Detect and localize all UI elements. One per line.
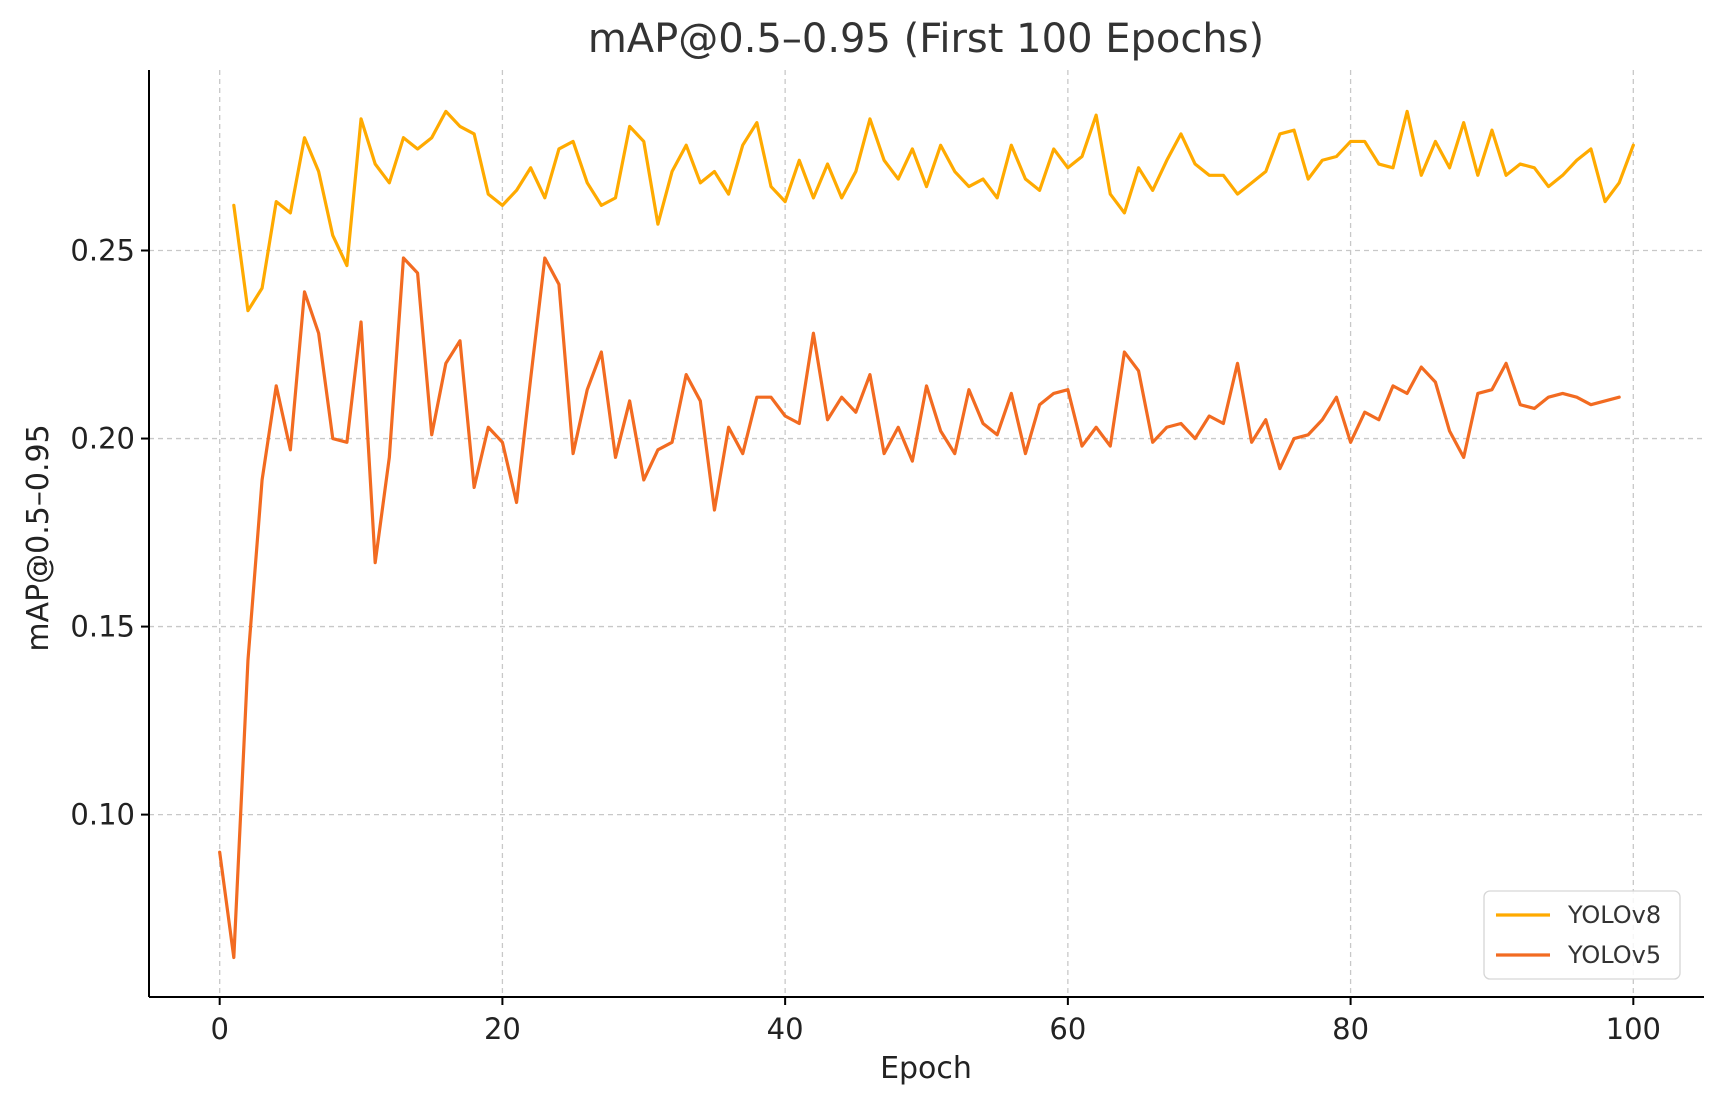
- y-axis-label: mAP@0.5–0.95: [21, 424, 56, 651]
- series-lines: [218, 109, 1635, 960]
- y-tick-label: 0.20: [70, 422, 135, 456]
- legend-label-yolov5: YOLOv5: [1567, 941, 1661, 969]
- y-tick-label: 0.25: [70, 234, 135, 268]
- chart-title: mAP@0.5–0.95 (First 100 Epochs): [588, 16, 1264, 62]
- y-tick-label: 0.10: [70, 798, 135, 832]
- y-tick-label: 0.15: [70, 610, 135, 644]
- y-axis-ticks: 0.10 0.15 0.20 0.25: [70, 234, 149, 832]
- x-tick-label: 60: [1049, 1012, 1086, 1046]
- x-tick-label: 80: [1332, 1012, 1369, 1046]
- legend-box: [1483, 890, 1681, 980]
- legend-label-yolov8: YOLOv8: [1567, 901, 1661, 929]
- legend: YOLOv8 YOLOv5: [1483, 890, 1681, 980]
- x-tick-label: 20: [484, 1012, 521, 1046]
- series-line-yolov8: [232, 109, 1635, 313]
- x-axis-ticks: 0 20 40 60 80 100: [210, 997, 1661, 1046]
- x-tick-label: 40: [767, 1012, 804, 1046]
- x-axis-label: Epoch: [880, 1051, 972, 1086]
- grid-lines: [149, 70, 1704, 997]
- series-line-yolov5: [218, 256, 1621, 960]
- x-tick-label: 100: [1606, 1012, 1661, 1046]
- x-tick-label: 0: [210, 1012, 228, 1046]
